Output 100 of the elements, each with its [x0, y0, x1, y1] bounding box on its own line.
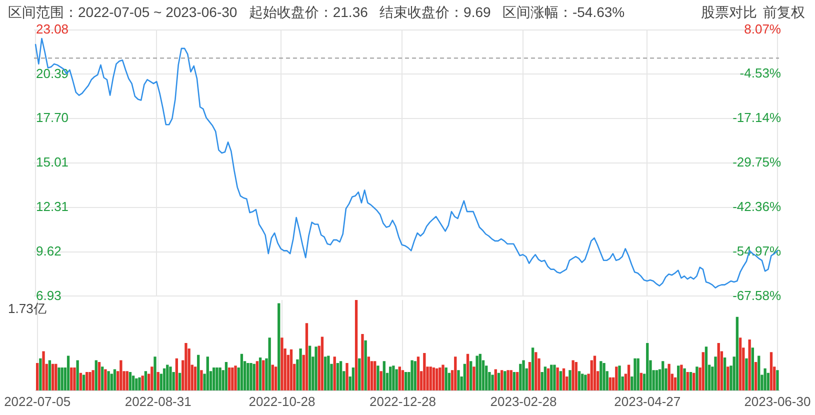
- bar: [723, 358, 726, 390]
- bar: [463, 364, 466, 390]
- bar: [478, 354, 482, 390]
- bar: [376, 366, 380, 390]
- bar: [442, 364, 444, 390]
- bar: [110, 374, 113, 390]
- bar: [692, 372, 696, 390]
- bar: [395, 369, 398, 390]
- bar: [250, 362, 252, 390]
- bar: [94, 360, 98, 390]
- bar: [166, 364, 169, 390]
- bar: [506, 370, 510, 390]
- bar: [70, 367, 73, 390]
- bar: [600, 361, 602, 390]
- bar: [278, 303, 280, 390]
- bar: [416, 356, 420, 390]
- bar: [60, 367, 64, 390]
- bar: [528, 362, 532, 390]
- bar: [717, 343, 720, 390]
- bar: [258, 358, 262, 390]
- bar: [435, 368, 438, 390]
- bar: [634, 358, 636, 390]
- bar: [154, 356, 156, 390]
- bar: [680, 364, 683, 390]
- bar: [48, 360, 52, 390]
- bar: [88, 372, 92, 390]
- bar: [132, 376, 135, 390]
- bar: [252, 364, 256, 390]
- bar: [36, 362, 39, 390]
- bar: [512, 372, 516, 390]
- bar: [268, 338, 271, 390]
- bar: [197, 354, 200, 390]
- bar: [234, 366, 237, 390]
- bar: [404, 372, 408, 390]
- bar: [398, 366, 401, 390]
- bar: [758, 356, 760, 390]
- bar: [546, 368, 550, 390]
- bar: [516, 372, 519, 390]
- bar: [339, 361, 342, 390]
- bar: [184, 343, 188, 390]
- bar: [138, 377, 141, 390]
- bar: [683, 368, 686, 390]
- y2-tick-label: 8.07%: [744, 21, 782, 36]
- bar: [280, 338, 284, 390]
- bar: [336, 362, 340, 390]
- bar: [618, 366, 621, 390]
- bar: [751, 348, 754, 390]
- y-tick-label: 15.01: [36, 154, 69, 170]
- bar: [162, 368, 166, 390]
- bar: [519, 364, 522, 390]
- bar: [615, 366, 618, 390]
- bar: [754, 362, 758, 390]
- bar: [559, 371, 562, 390]
- bar: [206, 356, 209, 390]
- bar: [346, 362, 348, 390]
- bar: [457, 370, 460, 390]
- bar: [764, 368, 766, 390]
- bar: [444, 367, 448, 390]
- bar: [382, 361, 386, 390]
- bar: [677, 366, 680, 390]
- bar: [92, 370, 94, 390]
- bar: [98, 362, 101, 390]
- bar: [497, 372, 500, 390]
- bar: [568, 370, 572, 390]
- bar: [333, 356, 336, 390]
- bar: [726, 366, 730, 390]
- bar: [54, 364, 58, 390]
- bar: [522, 360, 525, 390]
- bar: [572, 360, 574, 390]
- bar: [389, 366, 392, 390]
- bar: [262, 360, 265, 390]
- bar: [290, 349, 293, 390]
- bar: [476, 356, 478, 390]
- bar: [702, 352, 704, 390]
- bar: [367, 356, 370, 390]
- bar: [216, 367, 218, 390]
- bar: [578, 371, 581, 390]
- bar: [39, 358, 42, 390]
- bar: [66, 356, 70, 390]
- x-tick-label: 2022-12-28: [369, 394, 436, 409]
- bar: [141, 376, 144, 390]
- bar: [308, 346, 312, 390]
- bar: [82, 374, 86, 390]
- x-tick-label: 2023-04-27: [614, 394, 681, 409]
- bar: [380, 371, 382, 390]
- bar: [212, 367, 216, 390]
- bar: [271, 364, 274, 390]
- bar: [500, 370, 504, 390]
- bar: [745, 358, 748, 390]
- bar: [531, 348, 534, 390]
- y2-tick-label: -29.75%: [732, 154, 782, 170]
- bar: [550, 364, 553, 390]
- bar: [128, 372, 132, 390]
- bar: [534, 352, 538, 390]
- bar: [101, 366, 104, 390]
- bar: [120, 360, 122, 390]
- bar: [228, 367, 231, 390]
- bar: [466, 354, 470, 390]
- bar: [299, 348, 302, 390]
- bar: [553, 364, 556, 390]
